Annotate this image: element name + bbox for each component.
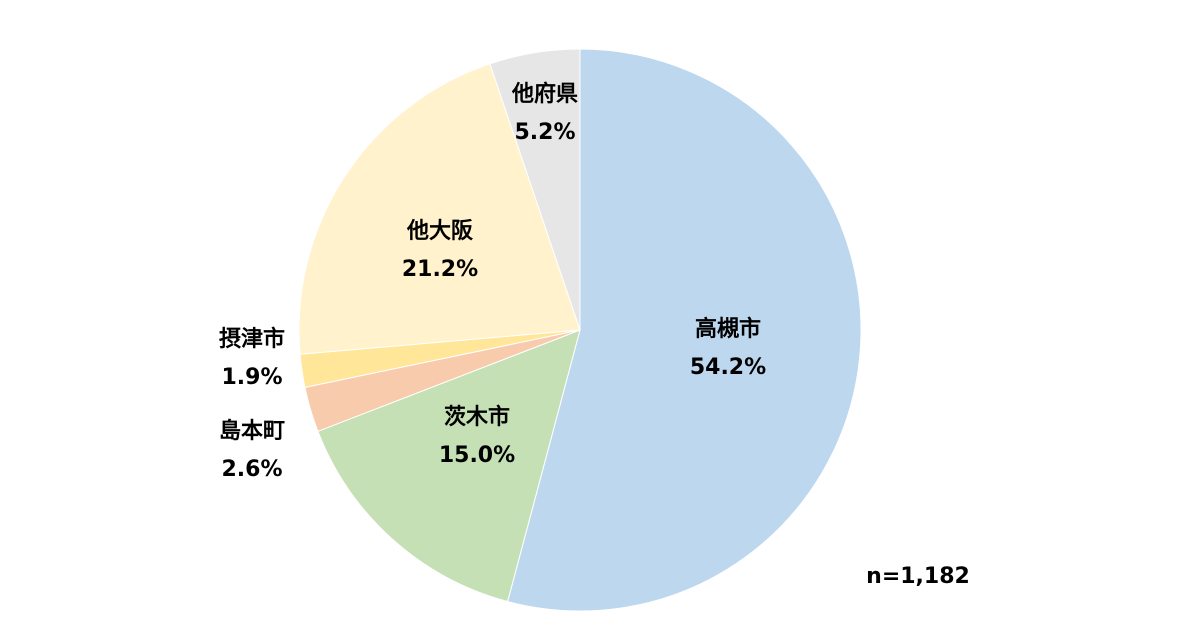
slice-label: 高槻市 — [695, 316, 761, 342]
pie-slice — [317, 329, 581, 603]
slice-value-label: 2.6% — [221, 457, 282, 482]
slice-value-label: 5.2% — [514, 120, 575, 145]
slice-label: 他府県 — [511, 81, 578, 107]
slice-value-label: 54.2% — [690, 355, 766, 380]
pie-slice — [507, 48, 862, 612]
slice-value-label: 1.9% — [221, 365, 282, 390]
slice-label: 他大阪 — [406, 219, 473, 244]
pie-slice — [298, 63, 581, 355]
slice-label: 摂津市 — [219, 326, 285, 352]
slice-value-label: 21.2% — [402, 257, 478, 282]
slice-label: 茨木市 — [444, 404, 510, 430]
slice-label: 島本町 — [219, 418, 285, 444]
slice-value-label: 15.0% — [439, 443, 515, 468]
sample-size-note: n=1,182 — [866, 564, 970, 589]
pie-slice — [489, 48, 581, 331]
